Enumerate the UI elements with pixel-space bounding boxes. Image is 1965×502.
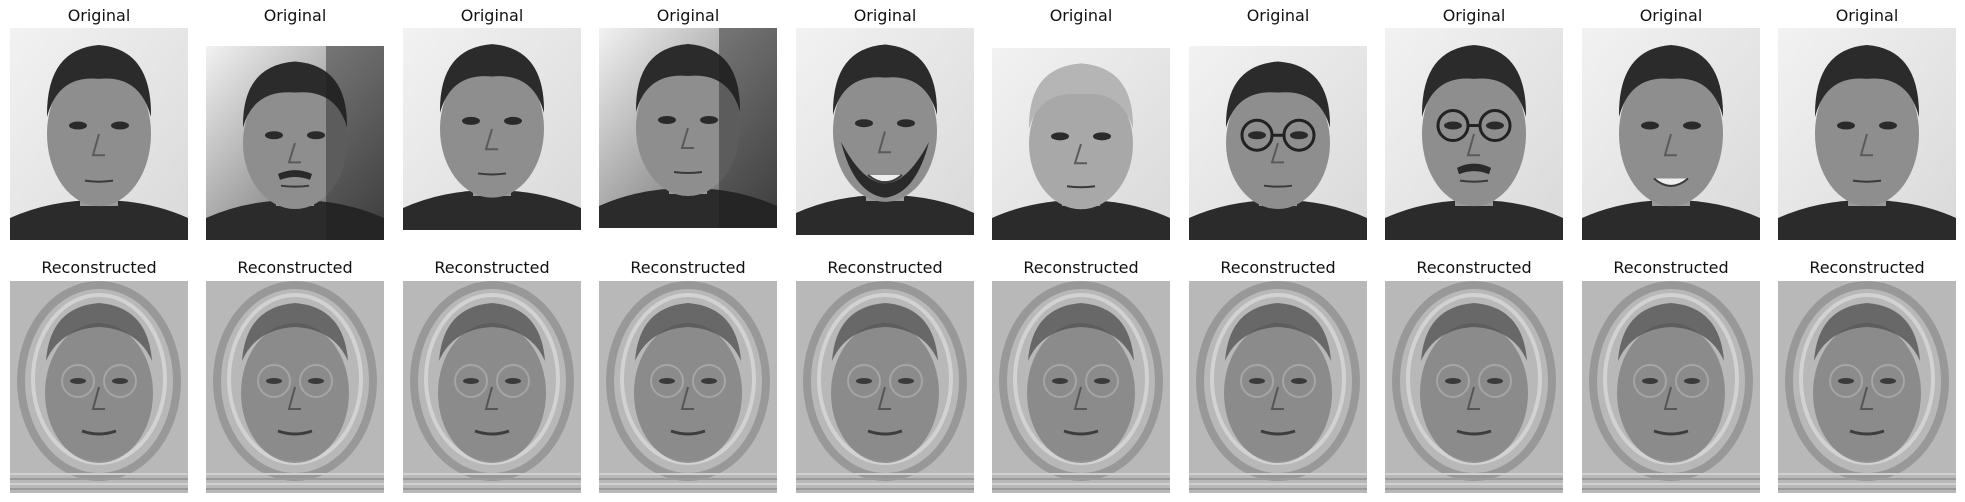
reconstructed-face-image (403, 281, 581, 493)
original-title: Original (460, 6, 524, 25)
original-title: Original (656, 6, 720, 25)
reconstructed-title: Reconstructed (1809, 258, 1925, 277)
reconstructed-face-image (206, 281, 384, 493)
original-face-image (599, 28, 777, 240)
reconstructed-title: Reconstructed (434, 258, 550, 277)
original-title: Original (1442, 6, 1506, 25)
original-title: Original (67, 6, 131, 25)
original-face-image (1778, 28, 1956, 240)
original-title: Original (1639, 6, 1703, 25)
original-face-image (1189, 28, 1367, 240)
original-title: Original (853, 6, 917, 25)
original-face-image (10, 28, 188, 240)
original-title: Original (1246, 6, 1310, 25)
reconstructed-title: Reconstructed (1613, 258, 1729, 277)
reconstructed-face-image (10, 281, 188, 493)
reconstructed-title: Reconstructed (1023, 258, 1139, 277)
reconstructed-title: Reconstructed (41, 258, 157, 277)
reconstructed-title: Reconstructed (1220, 258, 1336, 277)
original-face-image (206, 28, 384, 240)
reconstructed-face-image (992, 281, 1170, 493)
reconstructed-face-image (1189, 281, 1367, 493)
reconstructed-title: Reconstructed (827, 258, 943, 277)
original-title: Original (1835, 6, 1899, 25)
original-face-image (1582, 28, 1760, 240)
reconstructed-title: Reconstructed (237, 258, 353, 277)
reconstructed-title: Reconstructed (630, 258, 746, 277)
reconstructed-face-image (1582, 281, 1760, 493)
original-title: Original (1049, 6, 1113, 25)
original-face-image (1385, 28, 1563, 240)
reconstructed-title: Reconstructed (1416, 258, 1532, 277)
reconstructed-face-image (1385, 281, 1563, 493)
original-face-image (403, 28, 581, 240)
reconstructed-face-image (599, 281, 777, 493)
reconstructed-face-image (796, 281, 974, 493)
original-face-image (796, 28, 974, 240)
original-title: Original (263, 6, 327, 25)
reconstructed-face-image (1778, 281, 1956, 493)
original-face-image (992, 28, 1170, 240)
